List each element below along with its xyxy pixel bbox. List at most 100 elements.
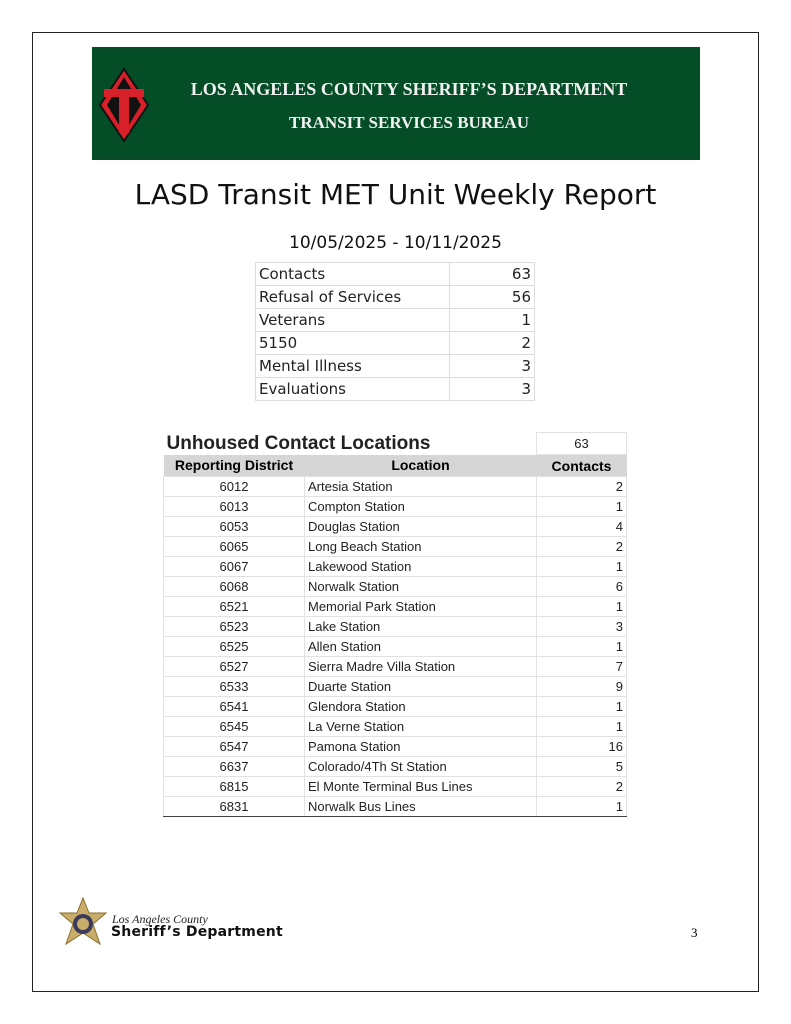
header-reporting-district: Reporting District	[163, 454, 305, 477]
date-range: 10/05/2025 - 10/11/2025	[289, 233, 502, 253]
contacts: 7	[536, 656, 627, 677]
contacts: 5	[536, 756, 627, 777]
location: Pamona Station	[304, 736, 537, 757]
reporting-district: 6068	[163, 576, 305, 597]
location: Long Beach Station	[304, 536, 537, 557]
reporting-district: 6053	[163, 516, 305, 537]
report-title: LASD Transit MET Unit Weekly Report	[134, 178, 657, 211]
header-line2: TRANSIT SERVICES BUREAU	[289, 113, 529, 132]
reporting-district: 6067	[163, 556, 305, 577]
summary-row: 5150 2	[255, 331, 535, 355]
summary-value: 3	[449, 377, 535, 401]
summary-row: Veterans 1	[255, 308, 535, 332]
summary-row: Contacts 63	[255, 262, 535, 286]
table-row: 6541 Glendora Station 1	[163, 696, 627, 717]
reporting-district: 6637	[163, 756, 305, 777]
location: Colorado/4Th St Station	[304, 756, 537, 777]
table-row: 6525 Allen Station 1	[163, 636, 627, 657]
summary-value: 3	[449, 354, 535, 378]
location: Sierra Madre Villa Station	[304, 656, 537, 677]
reporting-district: 6013	[163, 496, 305, 517]
contacts: 1	[536, 696, 627, 717]
sheriff-star-icon	[58, 896, 108, 946]
summary-label: Mental Illness	[255, 354, 450, 378]
contacts: 1	[536, 596, 627, 617]
locations-table: Unhoused Contact Locations 63 Reporting …	[163, 432, 627, 817]
location: Memorial Park Station	[304, 596, 537, 617]
locations-total: 63	[536, 432, 627, 455]
page-border	[32, 32, 759, 992]
summary-row: Refusal of Services 56	[255, 285, 535, 309]
reporting-district: 6533	[163, 676, 305, 697]
footer-logo-line1: Los Angeles County	[112, 912, 208, 926]
reporting-district: 6527	[163, 656, 305, 677]
table-row: 6065 Long Beach Station 2	[163, 536, 627, 557]
summary-value: 2	[449, 331, 535, 355]
locations-title: Unhoused Contact Locations	[166, 432, 431, 454]
table-row: 6815 El Monte Terminal Bus Lines 2	[163, 776, 627, 797]
reporting-district: 6541	[163, 696, 305, 717]
table-row: 6068 Norwalk Station 6	[163, 576, 627, 597]
summary-label: Veterans	[255, 308, 450, 332]
table-row: 6521 Memorial Park Station 1	[163, 596, 627, 617]
contacts: 2	[536, 536, 627, 557]
table-row: 6013 Compton Station 1	[163, 496, 627, 517]
table-row: 6527 Sierra Madre Villa Station 7	[163, 656, 627, 677]
contacts: 1	[536, 716, 627, 737]
location: Douglas Station	[304, 516, 537, 537]
reporting-district: 6545	[163, 716, 305, 737]
contacts: 1	[536, 636, 627, 657]
contacts: 9	[536, 676, 627, 697]
summary-row: Mental Illness 3	[255, 354, 535, 378]
tsb-logo-icon	[98, 67, 150, 143]
summary-label: Contacts	[255, 262, 450, 286]
contacts: 1	[536, 796, 627, 817]
contacts: 1	[536, 556, 627, 577]
summary-value: 56	[449, 285, 535, 309]
table-row: 6637 Colorado/4Th St Station 5	[163, 756, 627, 777]
contacts: 2	[536, 476, 627, 497]
contacts: 6	[536, 576, 627, 597]
summary-label: 5150	[255, 331, 450, 355]
table-row: 6523 Lake Station 3	[163, 616, 627, 637]
page-number: 3	[691, 925, 698, 940]
table-row: 6547 Pamona Station 16	[163, 736, 627, 757]
contacts: 16	[536, 736, 627, 757]
header-banner: LOS ANGELES COUNTY SHERIFF’S DEPARTMENT …	[92, 47, 700, 160]
table-row: 6012 Artesia Station 2	[163, 476, 627, 497]
header-location: Location	[304, 454, 537, 477]
table-row: 6533 Duarte Station 9	[163, 676, 627, 697]
footer-logo-line2: Sheriff’s Department	[111, 924, 283, 940]
summary-label: Refusal of Services	[255, 285, 450, 309]
summary-label: Evaluations	[255, 377, 450, 401]
summary-row: Evaluations 3	[255, 377, 535, 401]
contacts: 1	[536, 496, 627, 517]
location: Norwalk Bus Lines	[304, 796, 537, 817]
contacts: 4	[536, 516, 627, 537]
summary-value: 1	[449, 308, 535, 332]
location: Compton Station	[304, 496, 537, 517]
location: Artesia Station	[304, 476, 537, 497]
summary-value: 63	[449, 262, 535, 286]
reporting-district: 6523	[163, 616, 305, 637]
location: Norwalk Station	[304, 576, 537, 597]
location: Allen Station	[304, 636, 537, 657]
header-line1: LOS ANGELES COUNTY SHERIFF’S DEPARTMENT	[190, 79, 628, 99]
contacts: 3	[536, 616, 627, 637]
table-row: 6831 Norwalk Bus Lines 1	[163, 796, 627, 817]
reporting-district: 6815	[163, 776, 305, 797]
location: Glendora Station	[304, 696, 537, 717]
location: Lakewood Station	[304, 556, 537, 577]
reporting-district: 6525	[163, 636, 305, 657]
reporting-district: 6012	[163, 476, 305, 497]
contacts: 2	[536, 776, 627, 797]
location: Lake Station	[304, 616, 537, 637]
table-row: 6053 Douglas Station 4	[163, 516, 627, 537]
location: La Verne Station	[304, 716, 537, 737]
location: El Monte Terminal Bus Lines	[304, 776, 537, 797]
reporting-district: 6831	[163, 796, 305, 817]
header-contacts: Contacts	[536, 454, 627, 477]
reporting-district: 6547	[163, 736, 305, 757]
reporting-district: 6521	[163, 596, 305, 617]
summary-table: Contacts 63 Refusal of Services 56 Veterans 1…	[255, 262, 535, 401]
